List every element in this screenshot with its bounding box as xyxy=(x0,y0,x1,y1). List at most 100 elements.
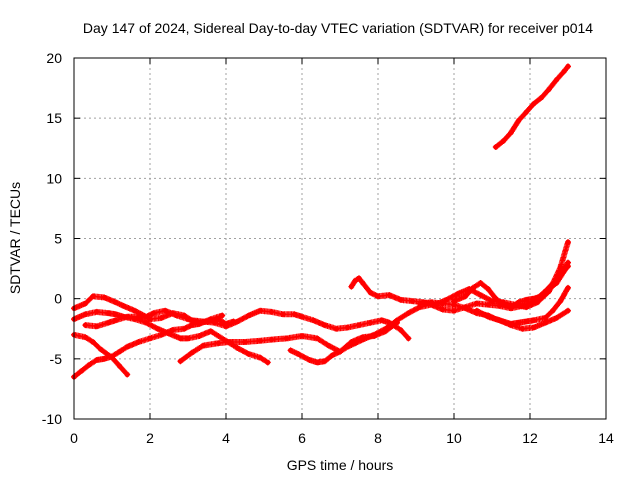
data-point xyxy=(177,358,183,364)
data-point xyxy=(542,320,548,326)
data-point xyxy=(82,300,88,307)
data-point xyxy=(124,344,130,350)
series-markers xyxy=(287,259,571,366)
data-point xyxy=(371,332,377,338)
y-tick-label: -5 xyxy=(50,351,63,367)
x-tick-label: 14 xyxy=(598,430,614,446)
data-point xyxy=(409,298,415,304)
data-point xyxy=(523,318,529,325)
data-point xyxy=(508,304,514,310)
data-point xyxy=(474,300,480,307)
chart-title: Day 147 of 2024, Sidereal Day-to-day VTE… xyxy=(83,20,593,36)
data-point xyxy=(234,345,240,351)
axis-ticks: 0 2 4 6 8 10 12 14 -10 -5 0 5 10 15 20 xyxy=(42,50,614,446)
data-point xyxy=(177,335,183,341)
data-point xyxy=(500,138,506,144)
data-point xyxy=(329,352,335,358)
y-tick-label: 20 xyxy=(46,50,62,66)
data-point xyxy=(219,312,225,319)
data-point xyxy=(531,324,537,331)
data-point xyxy=(394,317,400,323)
x-tick-label: 12 xyxy=(522,430,538,446)
data-point xyxy=(352,340,358,346)
data-point xyxy=(508,130,514,136)
data-point xyxy=(440,306,446,313)
data-point xyxy=(360,337,366,343)
data-point xyxy=(155,326,161,332)
data-point xyxy=(82,334,88,340)
data-point xyxy=(265,359,271,365)
data-point xyxy=(565,260,571,266)
data-point xyxy=(269,309,275,315)
data-point xyxy=(314,335,320,341)
data-point xyxy=(113,311,119,317)
data-point xyxy=(170,310,176,316)
data-point xyxy=(557,298,564,304)
data-point xyxy=(531,296,537,302)
data-point xyxy=(120,303,126,309)
series-track-12 xyxy=(492,63,571,150)
data-point xyxy=(200,343,206,349)
data-point xyxy=(242,339,248,345)
data-point xyxy=(557,264,564,270)
y-tick-label: 15 xyxy=(46,110,62,126)
data-point xyxy=(565,263,571,269)
data-point xyxy=(535,299,541,305)
data-point xyxy=(337,349,343,355)
data-point xyxy=(257,338,263,344)
x-tick-label: 6 xyxy=(298,430,306,446)
data-point xyxy=(493,296,499,302)
data-point xyxy=(470,285,476,291)
data-point xyxy=(322,358,328,364)
data-point xyxy=(299,333,305,339)
data-point xyxy=(352,278,358,284)
data-point xyxy=(538,293,545,299)
data-point xyxy=(158,315,164,321)
data-point xyxy=(117,349,123,355)
data-point xyxy=(367,290,373,296)
data-point xyxy=(109,355,115,361)
data-point xyxy=(375,293,381,299)
data-point xyxy=(455,291,461,297)
data-point xyxy=(94,357,100,363)
data-point xyxy=(417,300,423,307)
data-point xyxy=(360,280,366,286)
series-track-10 xyxy=(451,263,571,311)
data-point xyxy=(546,86,552,92)
data-point xyxy=(405,335,411,341)
data-point xyxy=(181,312,187,319)
data-point xyxy=(508,322,514,328)
y-tick-label: -10 xyxy=(42,411,62,427)
data-point xyxy=(200,318,206,325)
data-point xyxy=(565,285,571,291)
data-point xyxy=(246,312,252,319)
data-point xyxy=(208,328,214,334)
data-point xyxy=(493,144,499,150)
data-point xyxy=(189,322,195,328)
data-point xyxy=(348,284,354,290)
data-point xyxy=(94,323,100,329)
data-point xyxy=(170,327,176,333)
data-point xyxy=(345,324,351,331)
data-point xyxy=(113,317,119,323)
data-point xyxy=(516,118,522,124)
data-point xyxy=(257,355,263,361)
data-point xyxy=(554,315,560,321)
y-tick-label: 0 xyxy=(54,291,62,307)
data-point xyxy=(565,239,571,245)
data-point xyxy=(326,343,332,349)
data-point xyxy=(565,63,571,69)
data-point xyxy=(322,322,328,328)
data-point xyxy=(310,317,316,323)
data-point xyxy=(227,339,233,345)
data-point xyxy=(82,322,88,328)
data-point xyxy=(151,310,157,316)
data-point xyxy=(189,317,195,323)
data-point xyxy=(333,326,339,332)
data-point xyxy=(288,347,294,353)
data-point xyxy=(554,280,560,286)
data-point xyxy=(257,308,263,314)
data-point xyxy=(90,293,96,299)
data-point xyxy=(561,68,567,74)
